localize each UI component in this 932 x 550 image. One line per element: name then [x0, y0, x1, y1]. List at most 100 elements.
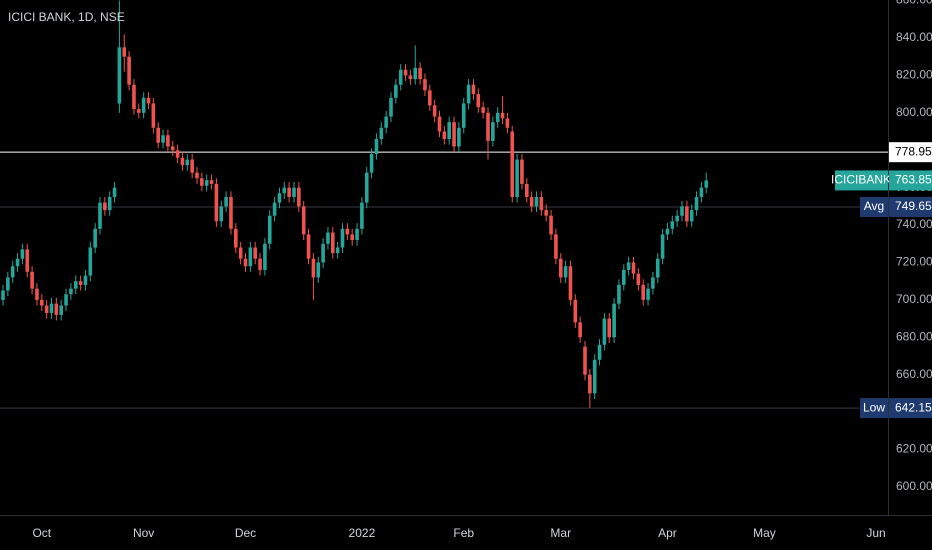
candle-body [272, 202, 277, 216]
candle-body [10, 266, 15, 278]
price-tag-value: 642.15 [895, 400, 932, 414]
candle-body [461, 103, 466, 128]
price-tag-label-box [860, 196, 888, 217]
price-tag [889, 142, 932, 163]
candle-body [107, 196, 112, 211]
candle-body [112, 187, 117, 197]
y-tick-label: 740.00 [896, 217, 932, 231]
candle-body [219, 206, 224, 222]
candle-body [224, 196, 228, 207]
y-tick-label: 860.00 [896, 0, 932, 7]
candle-body [636, 273, 641, 285]
candle-body [486, 112, 490, 141]
candle-body [214, 183, 219, 222]
candle-body [379, 127, 384, 139]
candle-body [277, 193, 282, 203]
y-tick-label: 840.00 [896, 30, 932, 44]
price-tag-label-box [860, 398, 888, 419]
candle-body [355, 228, 359, 241]
x-tick-label: 2022 [349, 526, 376, 540]
candle-body [345, 228, 350, 235]
candle-body [694, 196, 699, 211]
y-tick-label: 680.00 [896, 329, 932, 343]
candle-body [335, 247, 340, 254]
candle-body [568, 266, 573, 300]
candle-body [563, 266, 568, 278]
candle-body [607, 318, 612, 338]
candle-body [170, 146, 175, 151]
candle-body [466, 84, 471, 104]
candle-body [103, 202, 107, 211]
candle-body [190, 159, 194, 173]
candle-body [408, 75, 413, 80]
candle-body [258, 258, 262, 270]
candle-body [437, 116, 442, 132]
candle-body [428, 90, 432, 106]
y-tick-label: 800.00 [896, 105, 932, 119]
candle-body [44, 305, 49, 313]
candle-body [267, 215, 272, 244]
candle-body [558, 258, 563, 278]
candle-body [253, 247, 257, 259]
candle-body [578, 322, 582, 338]
candle-body [452, 122, 456, 147]
candle-body [200, 178, 204, 186]
candle-body [146, 97, 151, 104]
candle-body [180, 157, 185, 166]
price-tag-label: Low [863, 400, 885, 414]
candle-body [73, 281, 78, 289]
candle-body [360, 202, 364, 229]
last-price-tag [889, 170, 932, 191]
candle-body [287, 187, 291, 197]
candle-body [88, 247, 93, 276]
candle-body [515, 159, 519, 197]
candle-body [602, 318, 607, 345]
candle-body [78, 281, 83, 285]
candle-body [364, 172, 369, 203]
candle-body [660, 234, 665, 259]
candle-body [442, 131, 447, 139]
candle-body [151, 103, 156, 128]
candle-body [175, 150, 180, 158]
candle-body [583, 346, 587, 375]
candle-body [30, 271, 34, 289]
candle-body [321, 243, 325, 263]
symbol-tag [835, 170, 888, 191]
candle-body [529, 196, 534, 207]
candle-body [588, 374, 592, 394]
candle-body [331, 232, 335, 254]
candle-body [326, 232, 330, 244]
candle-body [132, 84, 136, 110]
candle-body [403, 69, 408, 76]
candle-body [83, 275, 88, 285]
candle-body [161, 135, 165, 143]
x-tick-label: Nov [133, 526, 154, 540]
candle-body [680, 206, 684, 216]
candle-body [646, 288, 650, 300]
candle-body [476, 94, 481, 108]
candle-body [622, 269, 626, 285]
x-tick-label: Apr [658, 526, 677, 540]
candle-body [306, 234, 311, 259]
symbol-tag-label: ICICIBANK [831, 173, 891, 187]
candle-body [520, 159, 524, 184]
candle-body [689, 210, 694, 222]
candle-body [398, 69, 403, 85]
candle-body [49, 303, 54, 313]
candle-body [98, 202, 102, 229]
candle-body [539, 196, 544, 211]
candle-body [248, 247, 253, 267]
candle-body [243, 258, 248, 267]
y-tick-label: 620.00 [896, 442, 932, 456]
candle-body [665, 228, 670, 235]
candle-body [525, 183, 529, 197]
candle-body [631, 262, 636, 274]
candle-body [292, 187, 296, 197]
candle-body [592, 359, 597, 394]
candle-body [20, 249, 25, 259]
candle-body [54, 303, 59, 315]
candle-body [6, 277, 10, 291]
candle-body [156, 127, 160, 143]
candle-body [510, 131, 515, 197]
